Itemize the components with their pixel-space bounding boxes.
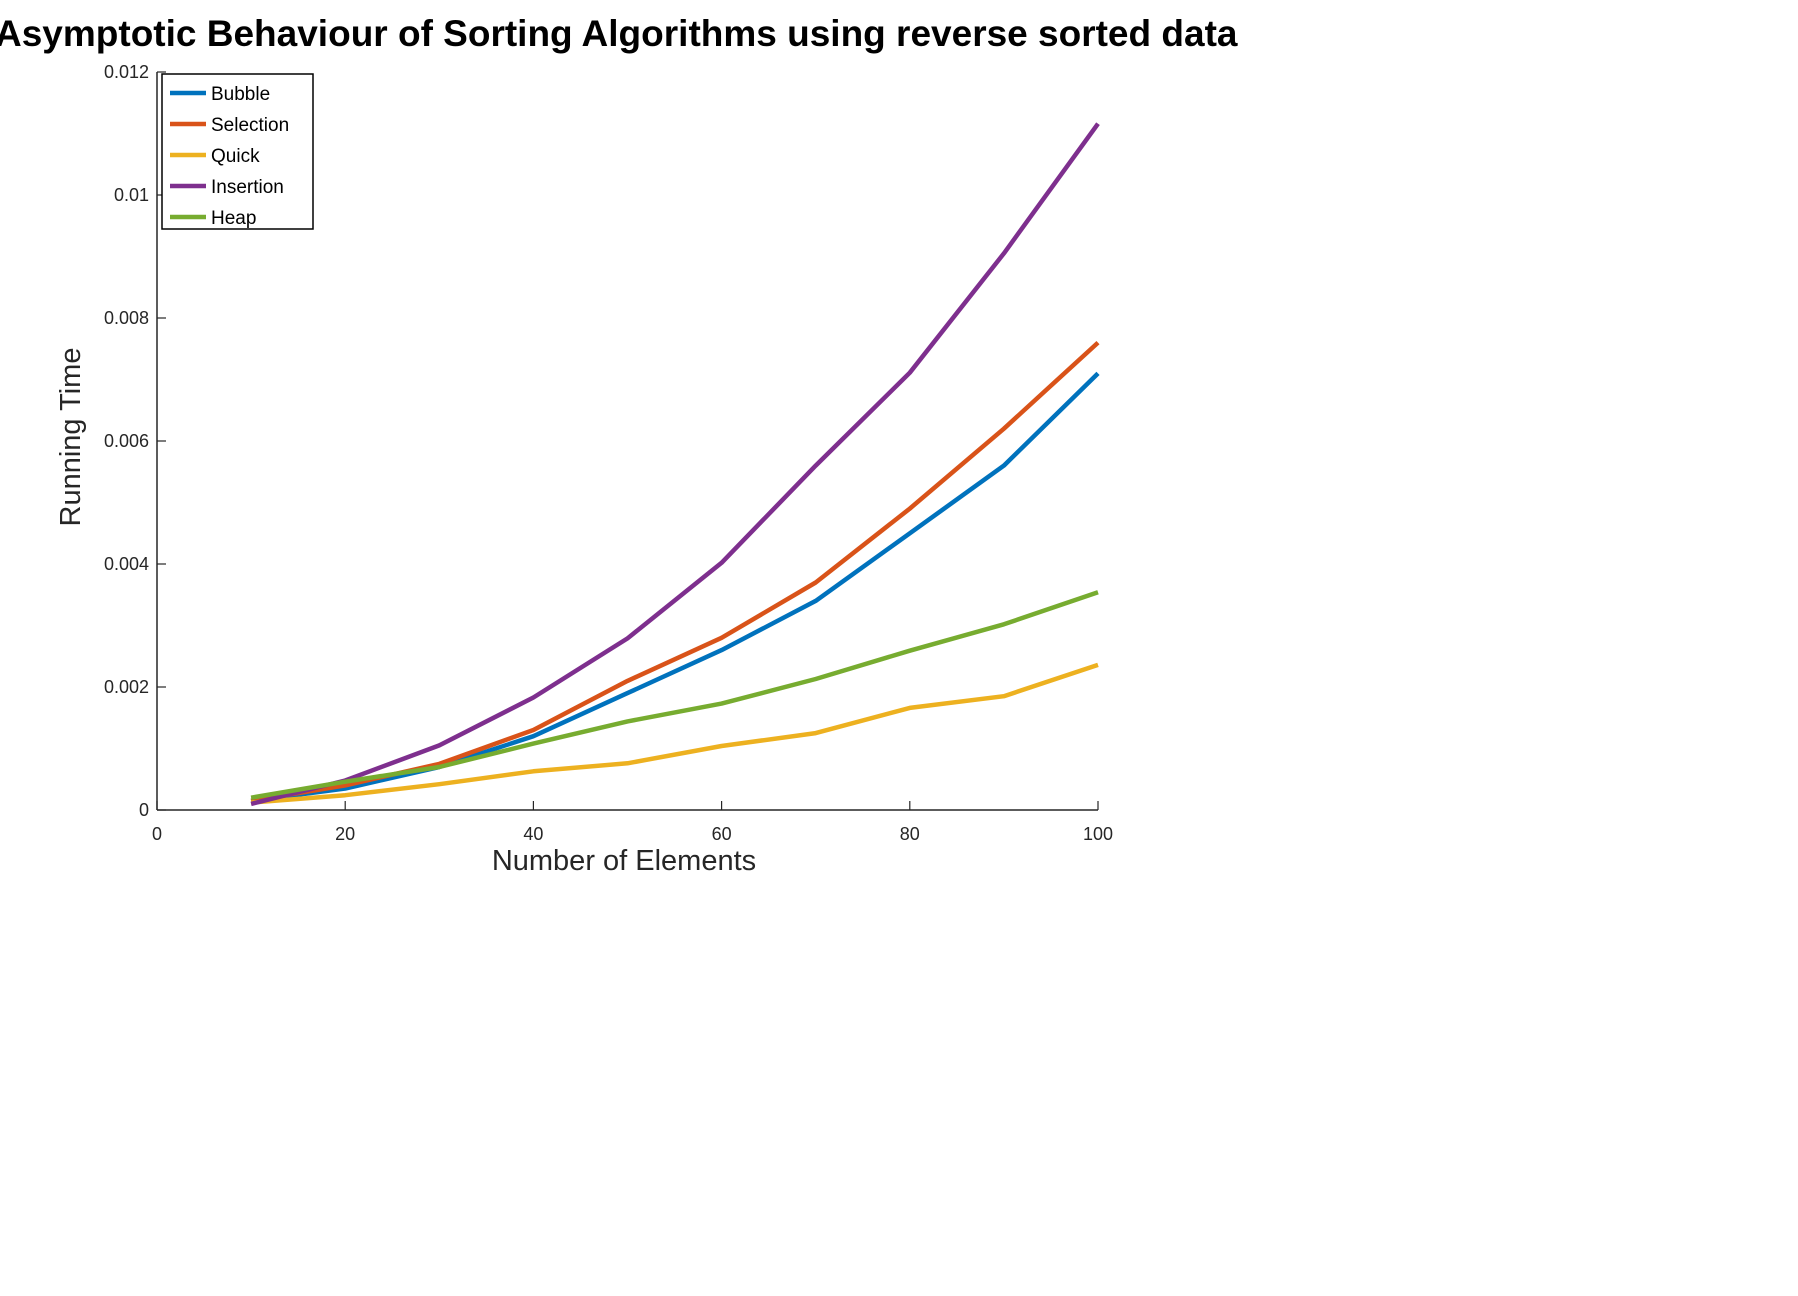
legend: Bubble Selection Quick Insertion Heap: [161, 73, 314, 230]
series-line-quick: [250, 662, 1099, 805]
series-line-insertion: [250, 122, 1100, 807]
y-tick-label: 0.004: [104, 554, 149, 574]
legend-label-insertion: Insertion: [211, 177, 284, 198]
legend-label-selection: Selection: [211, 115, 289, 136]
legend-label-bubble: Bubble: [211, 84, 270, 105]
y-tick-label: 0.002: [104, 677, 149, 697]
y-axis-label: Running Time: [55, 348, 87, 527]
y-tick-label: 0.006: [104, 431, 149, 451]
y-tick-label: 0: [139, 800, 149, 820]
x-axis-label: Number of Elements: [492, 845, 756, 877]
x-ticks: 0 20 40 60 80 100: [152, 801, 1113, 844]
x-tick-label: 20: [335, 824, 355, 844]
series-line-selection: [250, 340, 1100, 804]
x-tick-label: 60: [712, 824, 732, 844]
series-line-bubble: [250, 371, 1100, 804]
legend-label-quick: Quick: [211, 146, 260, 167]
x-tick-label: 0: [152, 824, 162, 844]
y-ticks: 0 0.002 0.004 0.006 0.008 0.01 0.012: [104, 62, 166, 820]
y-tick-label: 0.012: [104, 62, 149, 82]
y-tick-label: 0.01: [114, 185, 149, 205]
legend-label-heap: Heap: [211, 208, 256, 229]
series-line-heap: [250, 590, 1099, 800]
x-tick-label: 40: [523, 824, 543, 844]
y-tick-label: 0.008: [104, 308, 149, 328]
legend-box: [161, 73, 314, 230]
series-lines: [250, 122, 1100, 807]
x-tick-label: 100: [1083, 824, 1113, 844]
chart-title: Asymptotic Behaviour of Sorting Algorith…: [0, 13, 1238, 54]
x-tick-label: 80: [900, 824, 920, 844]
legend-items: Bubble Selection Quick Insertion Heap: [170, 84, 289, 229]
